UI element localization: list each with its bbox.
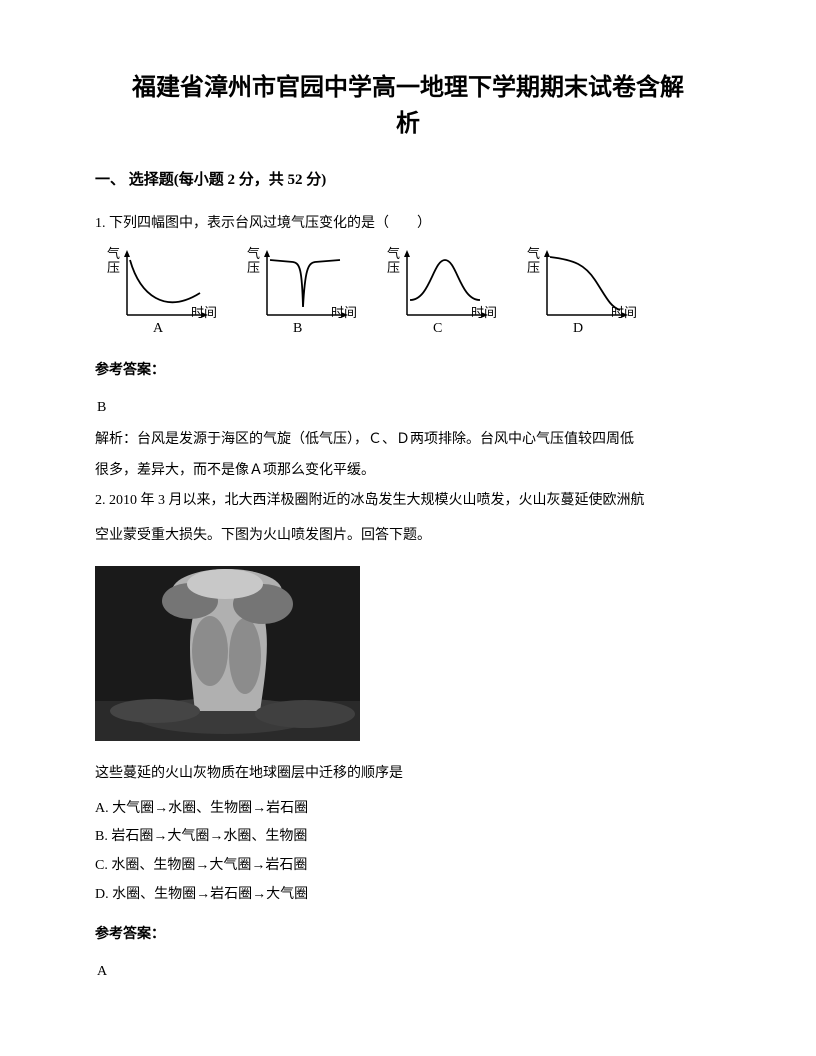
- chart-a-xlabel: 时间: [191, 301, 217, 326]
- chart-d-letter: D: [573, 316, 583, 343]
- chart-c-xlabel: 时间: [471, 301, 497, 326]
- q2-option-b: B. 岩石圈→大气圈→水圈、生物圈: [95, 824, 721, 851]
- q2-answer-header: 参考答案：: [95, 922, 721, 949]
- chart-b-letter: B: [293, 316, 302, 343]
- q1-answer-header: 参考答案：: [95, 358, 721, 385]
- chart-c: 气压 时间 C: [385, 245, 505, 340]
- chart-c-letter: C: [433, 316, 442, 343]
- charts-row: 气压 时间 A 气压 时间 B 气压 时间: [105, 245, 721, 340]
- chart-a-letter: A: [153, 316, 163, 343]
- volcano-image: [95, 566, 360, 741]
- q1-explain2: 很多，差异大，而不是像Ａ项那么变化平缓。: [95, 458, 721, 485]
- q2-option-d: D. 水圈、生物圈→岩石圈→大气圈: [95, 882, 721, 909]
- q2-option-c: C. 水圈、生物圈→大气圈→岩石圈: [95, 853, 721, 880]
- chart-d-xlabel: 时间: [611, 301, 637, 326]
- chart-b: 气压 时间 B: [245, 245, 365, 340]
- q2-text1: 2. 2010 年 3 月以来，北大西洋极圈附近的冰岛发生大规模火山喷发，火山灰…: [95, 488, 721, 515]
- section-header: 一、 选择题(每小题 2 分，共 52 分): [95, 166, 721, 195]
- chart-a: 气压 时间 A: [105, 245, 225, 340]
- q2-answer: A: [97, 959, 721, 986]
- chart-b-xlabel: 时间: [331, 301, 357, 326]
- page-title: 福建省漳州市官园中学高一地理下学期期末试卷含解 析: [95, 70, 721, 142]
- q2-question: 这些蔓延的火山灰物质在地球圈层中迁移的顺序是: [95, 761, 721, 788]
- q1-answer: B: [97, 395, 721, 422]
- chart-d: 气压 时间 D: [525, 245, 645, 340]
- q1-text: 1. 下列四幅图中，表示台风过境气压变化的是（ ）: [95, 211, 721, 238]
- title-line2: 析: [396, 111, 420, 137]
- q2-option-a: A. 大气圈→水圈、生物圈→岩石圈: [95, 796, 721, 823]
- q1-explain1: 解析：台风是发源于海区的气旋（低气压），Ｃ、Ｄ两项排除。台风中心气压值较四周低: [95, 427, 721, 454]
- q2-text2: 空业蒙受重大损失。下图为火山喷发图片。回答下题。: [95, 523, 721, 550]
- title-line1: 福建省漳州市官园中学高一地理下学期期末试卷含解: [132, 75, 684, 101]
